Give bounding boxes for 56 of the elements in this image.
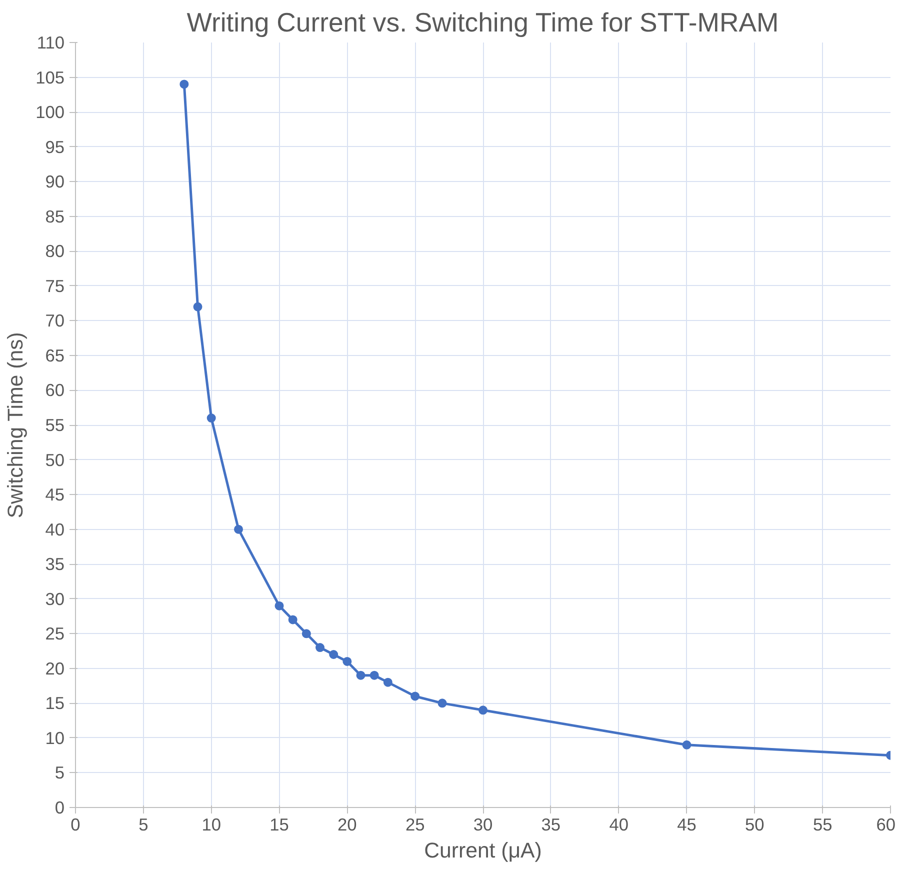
y-tick-label: 85 <box>45 206 65 226</box>
x-tick-label: 15 <box>270 814 289 834</box>
y-tick-label: 60 <box>45 380 65 400</box>
x-tick-label: 30 <box>473 814 493 834</box>
x-tick-label: 5 <box>138 814 148 834</box>
point <box>383 678 392 687</box>
point <box>234 524 243 534</box>
y-axis-title: Switching Time (ns) <box>4 332 28 518</box>
x-tick-label: 35 <box>541 814 561 834</box>
x-tick-label: 40 <box>609 814 628 834</box>
y-tick-label: 75 <box>45 276 65 296</box>
x-tick-label: 25 <box>405 814 425 834</box>
y-tick-label: 10 <box>45 728 65 748</box>
y-tick-label: 40 <box>45 519 65 540</box>
point <box>342 656 352 666</box>
point <box>193 302 202 312</box>
y-tick-label: 20 <box>45 658 65 678</box>
y-tick-label: 95 <box>45 136 65 157</box>
y-tick-label: 15 <box>45 693 65 714</box>
y-tick-label: 45 <box>45 484 65 505</box>
y-tick-label: 55 <box>45 415 65 435</box>
y-tick-label: 50 <box>45 450 65 470</box>
point <box>288 615 298 624</box>
y-tick-label: 30 <box>45 588 65 609</box>
point <box>329 650 338 659</box>
y-tick-label: 25 <box>45 624 65 644</box>
y-tick-label: 100 <box>36 102 65 122</box>
y-tick-label: 70 <box>45 310 65 331</box>
y-tick-label: 65 <box>45 345 65 366</box>
y-tick-label: 0 <box>54 798 65 818</box>
point <box>478 706 488 715</box>
point <box>206 414 216 423</box>
y-tick-label: 35 <box>45 554 65 574</box>
x-tick-label: 10 <box>202 814 221 834</box>
point <box>316 643 324 652</box>
point <box>438 698 447 708</box>
chart-title: Writing Current vs. Switching Time for STT-MRAM <box>186 8 779 38</box>
point <box>410 692 420 701</box>
x-tick-label: 20 <box>338 814 357 834</box>
x-tick-label: 60 <box>876 814 896 834</box>
y-tick-label: 5 <box>54 762 65 783</box>
x-tick-label: 45 <box>677 814 696 834</box>
point <box>180 80 189 89</box>
x-axis-title: Current (μA) <box>424 838 542 862</box>
x-tick-label: 50 <box>745 814 764 834</box>
y-tick-label: 105 <box>36 67 65 88</box>
y-tick-label: 90 <box>45 172 65 192</box>
point <box>682 740 692 750</box>
point <box>274 601 284 610</box>
x-tick-label: 55 <box>812 814 832 834</box>
point <box>356 670 366 680</box>
point <box>302 629 311 638</box>
y-tick-label: 80 <box>45 241 65 262</box>
x-tick-label: 0 <box>70 814 80 834</box>
point <box>370 670 379 680</box>
y-tick-label: 110 <box>36 32 65 52</box>
